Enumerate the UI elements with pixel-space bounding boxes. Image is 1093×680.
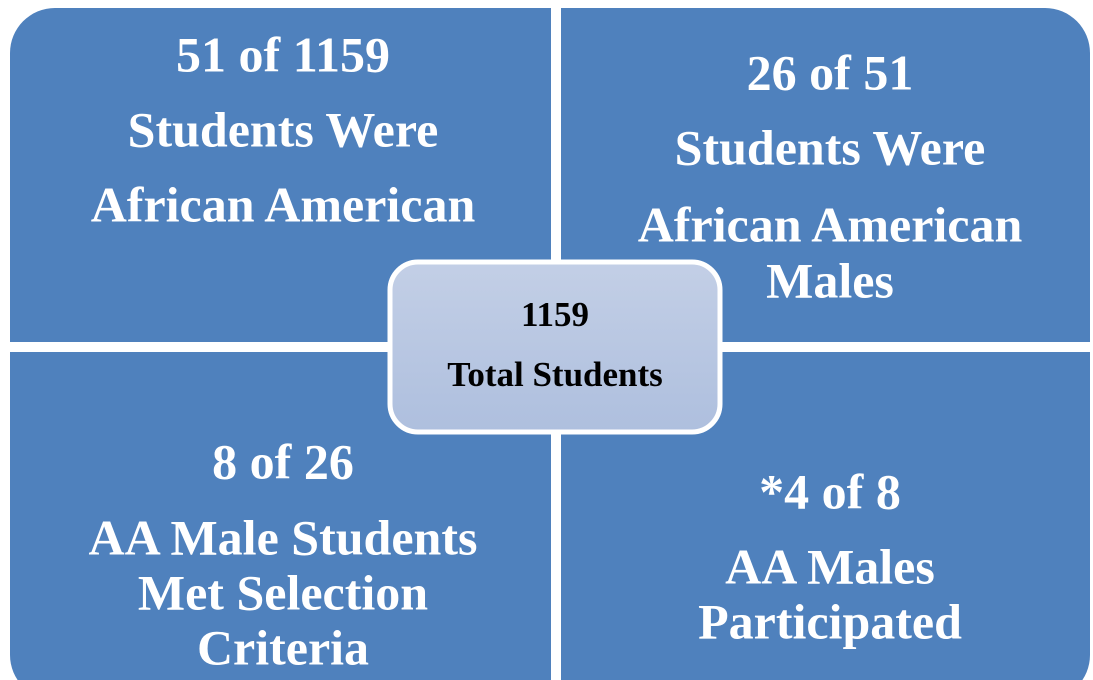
quadrant-text: Students Were <box>675 119 986 175</box>
quadrant-text: African American <box>91 176 476 232</box>
quadrant-text: Criteria <box>197 619 369 675</box>
quadrant-text: 8 of 26 <box>212 433 354 489</box>
quadrant-text: AA Males <box>725 538 935 594</box>
center-text: Total Students <box>447 355 663 394</box>
quadrant-text: Participated <box>698 593 962 649</box>
quadrant <box>10 8 551 342</box>
quadrant-text: African American <box>638 196 1023 252</box>
quadrant-text: 51 of 1159 <box>176 26 390 82</box>
quadrant-text: AA Male Students <box>89 509 478 565</box>
center-text: 1159 <box>521 295 589 334</box>
quadrant <box>561 8 1090 342</box>
quadrant-text: Males <box>766 252 894 308</box>
quadrant-text: Students Were <box>128 101 439 157</box>
quadrant-text: *4 of 8 <box>759 463 901 519</box>
quadrant-text: Met Selection <box>138 564 428 620</box>
quadrant-text: 26 of 51 <box>747 44 914 100</box>
center-box <box>387 259 723 435</box>
